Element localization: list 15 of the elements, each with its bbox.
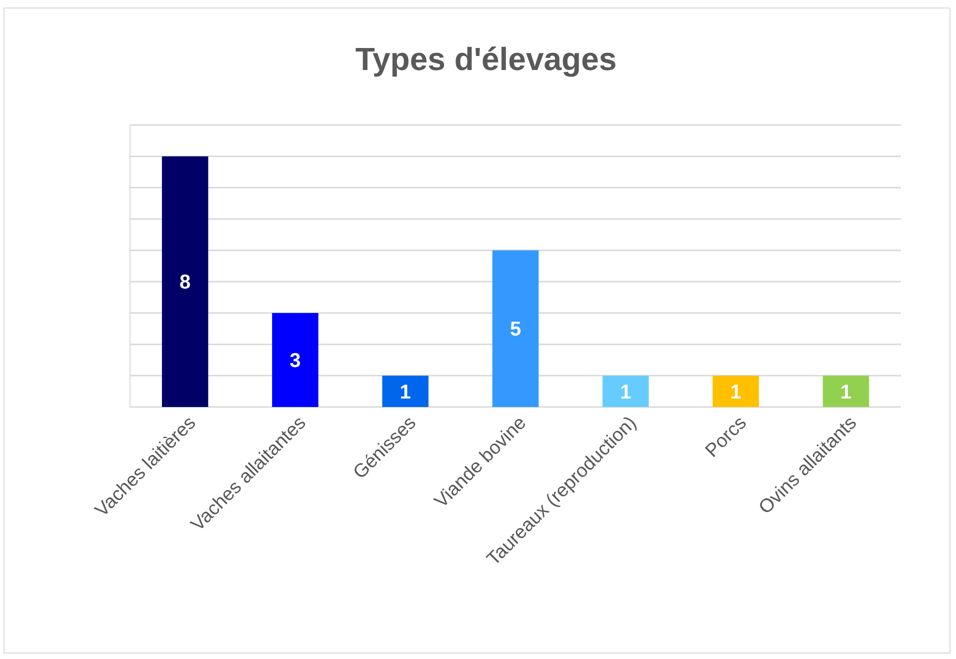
bar (162, 156, 208, 407)
data-label: 8 (180, 272, 191, 294)
bar (822, 376, 870, 407)
bar (602, 376, 649, 407)
data-label: 5 (510, 318, 522, 341)
bar (712, 376, 759, 407)
bar (492, 250, 539, 407)
bar (272, 313, 318, 407)
data-label: 1 (730, 381, 742, 404)
data-label: 1 (400, 381, 411, 404)
data-label: 1 (840, 381, 852, 404)
data-label: 1 (620, 381, 632, 404)
bar (382, 376, 428, 407)
data-label: 3 (290, 350, 301, 372)
chart-title: Types d'élevages (355, 41, 617, 77)
